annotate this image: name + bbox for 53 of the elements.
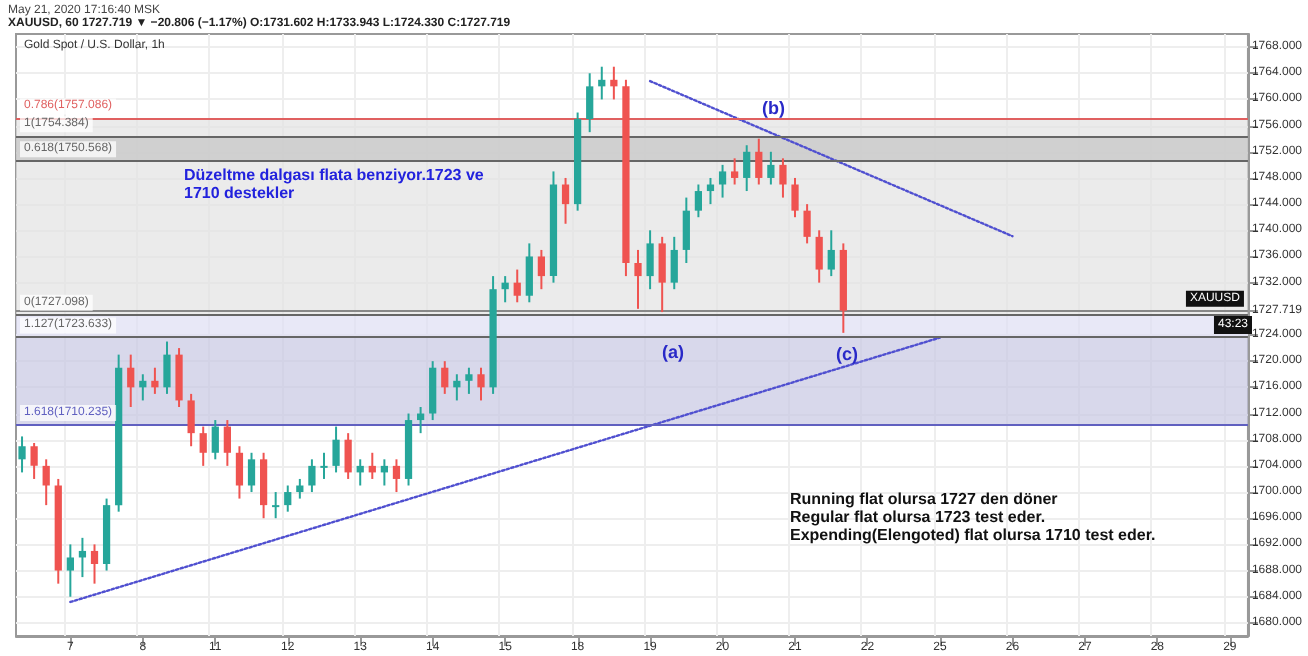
candlestick	[151, 366, 159, 395]
candlestick	[127, 353, 135, 408]
candlestick	[779, 157, 787, 199]
candlestick	[320, 451, 328, 480]
annotation: (c)	[836, 344, 858, 364]
candlestick	[30, 441, 38, 480]
candlestick	[743, 144, 751, 193]
candlestick	[429, 360, 437, 422]
candlestick	[767, 150, 775, 186]
annotation: Düzeltme dalgası flata benziyor.1723 ve 1710 destekler	[184, 166, 485, 202]
candlestick	[634, 248, 642, 310]
candlestick	[247, 451, 256, 494]
candlestick	[537, 248, 546, 291]
candlestick	[731, 157, 739, 186]
candlestick	[211, 419, 219, 461]
candlestick	[392, 458, 401, 494]
candlestick	[284, 484, 292, 513]
candlestick	[223, 419, 231, 467]
candlestick	[163, 340, 171, 395]
candlestick	[803, 203, 811, 245]
candlestick	[815, 229, 823, 284]
candlestick	[42, 458, 50, 507]
candlestick	[827, 229, 835, 278]
candlestick	[755, 137, 763, 186]
candlestick	[308, 458, 316, 494]
candlestick	[477, 366, 485, 402]
candlestick	[199, 425, 207, 467]
candlestick	[332, 425, 340, 474]
candlestick	[90, 543, 99, 585]
candlestick	[791, 176, 799, 219]
candlestick	[586, 72, 594, 134]
candlestick	[259, 451, 268, 520]
candlestick	[175, 347, 183, 408]
candlestick	[513, 268, 521, 304]
candlestick	[561, 176, 570, 225]
annotation: (a)	[662, 342, 684, 362]
annotation: Running flat olursa 1727 den döner Regular flat olursa 1723 test eder. Expending(Elengoted) flat olursa 1710 test eder.	[790, 490, 1156, 544]
candlestick	[18, 435, 26, 474]
candlestick	[187, 392, 195, 448]
candlestick	[682, 196, 690, 265]
candlestick	[66, 543, 74, 598]
candlestick	[441, 360, 449, 395]
candlestick	[344, 432, 352, 480]
candlestick	[646, 229, 654, 291]
candlestick	[694, 183, 703, 219]
candlestick	[235, 445, 244, 500]
candlestick	[465, 366, 473, 395]
annotation: (b)	[762, 98, 785, 118]
candlestick	[525, 242, 533, 304]
candlestick	[670, 235, 678, 291]
candlestick	[272, 491, 280, 520]
candlestick	[658, 235, 666, 314]
candlestick	[718, 163, 727, 199]
